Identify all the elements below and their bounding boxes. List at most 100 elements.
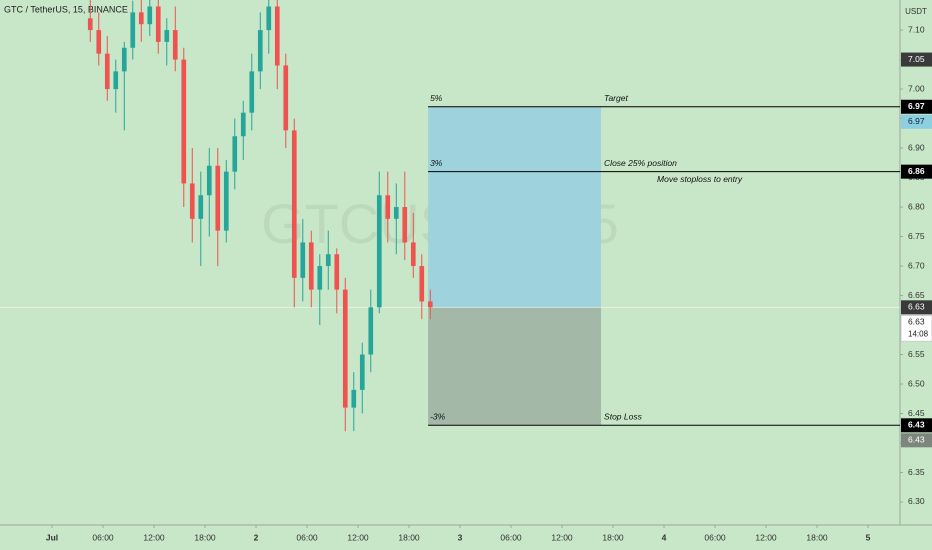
candle-body xyxy=(342,289,348,408)
x-tick-label: 06:00 xyxy=(296,532,318,542)
x-tick-label: 18:00 xyxy=(806,532,828,542)
y-tick-label: 6.55 xyxy=(908,349,925,359)
y-tick-label: 6.90 xyxy=(908,142,925,152)
price-label-box xyxy=(901,164,932,179)
price-label-box xyxy=(901,418,932,433)
x-tick-label: 06:00 xyxy=(500,532,522,542)
annotation: Target xyxy=(604,93,628,103)
candle-body xyxy=(147,6,153,25)
candle-body xyxy=(113,71,119,90)
price-label: 6.43 xyxy=(908,420,925,430)
y-tick-label: 6.70 xyxy=(908,260,925,270)
candle-body xyxy=(155,6,161,42)
candle-body xyxy=(223,171,229,231)
loss-zone xyxy=(428,307,602,426)
candle-body xyxy=(206,165,212,196)
candle-body xyxy=(393,207,399,219)
y-tick-label: 7.10 xyxy=(908,24,925,34)
price-label: 6.86 xyxy=(908,166,925,176)
x-tick-label: 18:00 xyxy=(398,532,420,542)
price-label-box xyxy=(901,433,932,448)
candle-body xyxy=(138,12,144,25)
candle-body xyxy=(427,301,433,308)
annotation: 5% xyxy=(430,93,443,103)
candle-body xyxy=(232,136,238,172)
x-tick-label: 3 xyxy=(458,532,463,542)
candle-body xyxy=(130,12,136,48)
x-tick-label: 4 xyxy=(662,532,667,542)
candle-body xyxy=(351,389,357,408)
annotation: Close 25% position xyxy=(604,158,677,168)
axis-unit: USDT xyxy=(905,7,927,16)
candle-body xyxy=(121,47,127,72)
y-tick-label: 7.00 xyxy=(908,83,925,93)
candle-body xyxy=(300,242,306,278)
x-tick-label: 2 xyxy=(254,532,259,542)
annotation: 3% xyxy=(430,158,443,168)
x-tick-label: 12:00 xyxy=(755,532,777,542)
candle-body xyxy=(172,30,178,60)
candle-body xyxy=(334,254,340,290)
price-label: 6.63 xyxy=(908,302,925,312)
candle-body xyxy=(104,53,110,90)
x-tick-label: 06:00 xyxy=(704,532,726,542)
x-tick-label: 12:00 xyxy=(551,532,573,542)
candle-body xyxy=(215,165,221,231)
y-tick-label: 6.35 xyxy=(908,467,925,477)
candle-body xyxy=(181,59,187,184)
x-tick-label: 5 xyxy=(866,532,871,542)
candle-body xyxy=(266,6,272,31)
candle-body xyxy=(274,6,280,66)
candle-body xyxy=(419,266,425,302)
candle-body xyxy=(291,130,297,278)
candle-body xyxy=(385,195,391,219)
candle-body xyxy=(257,30,263,72)
price-label-box xyxy=(901,99,932,114)
candle-body xyxy=(198,195,204,219)
price-label-box xyxy=(901,52,932,67)
price-label: 6.63 xyxy=(908,317,925,327)
price-label: 6.97 xyxy=(908,116,925,126)
candle-body xyxy=(189,183,195,219)
annotation: Move stoploss to entry xyxy=(657,174,743,184)
x-tick-label: 12:00 xyxy=(347,532,369,542)
x-tick-label: 06:00 xyxy=(92,532,114,542)
plot-area xyxy=(0,0,900,432)
candle-body xyxy=(249,71,255,113)
x-tick-label: Jul xyxy=(46,532,58,542)
candle-body xyxy=(359,354,365,390)
candle-body xyxy=(283,65,289,131)
price-label: 6.97 xyxy=(908,101,925,111)
y-tick-label: 6.30 xyxy=(908,496,925,506)
price-label-box xyxy=(901,300,932,315)
y-tick-label: 6.65 xyxy=(908,290,925,300)
y-tick-label: 6.80 xyxy=(908,201,925,211)
y-tick-label: 6.75 xyxy=(908,231,925,241)
y-tick-label: 6.45 xyxy=(908,408,925,418)
price-label: 6.43 xyxy=(908,435,925,445)
profit-zone xyxy=(428,106,602,308)
candle-body xyxy=(325,254,331,267)
candle-body xyxy=(317,266,323,290)
price-label-box xyxy=(901,114,932,129)
candle-body xyxy=(96,30,102,54)
candle-body xyxy=(402,207,408,243)
candle-body xyxy=(87,18,93,31)
countdown: 14:08 xyxy=(908,329,929,338)
candle-body xyxy=(376,195,382,308)
candle-body xyxy=(164,30,170,42)
annotation: Stop Loss xyxy=(604,412,643,422)
candle-body xyxy=(240,112,246,137)
price-label: 7.05 xyxy=(908,54,925,64)
candle-body xyxy=(368,307,374,355)
annotation: -3% xyxy=(430,412,446,422)
price-label-box xyxy=(900,314,932,342)
y-tick-label: 6.50 xyxy=(908,378,925,388)
candle-body xyxy=(308,242,314,290)
x-tick-label: 18:00 xyxy=(194,532,216,542)
chart-title: GTC / TetherUS, 15, BINANCE xyxy=(4,4,128,14)
x-tick-label: 12:00 xyxy=(143,532,165,542)
x-tick-label: 18:00 xyxy=(602,532,624,542)
candle-body xyxy=(410,242,416,267)
